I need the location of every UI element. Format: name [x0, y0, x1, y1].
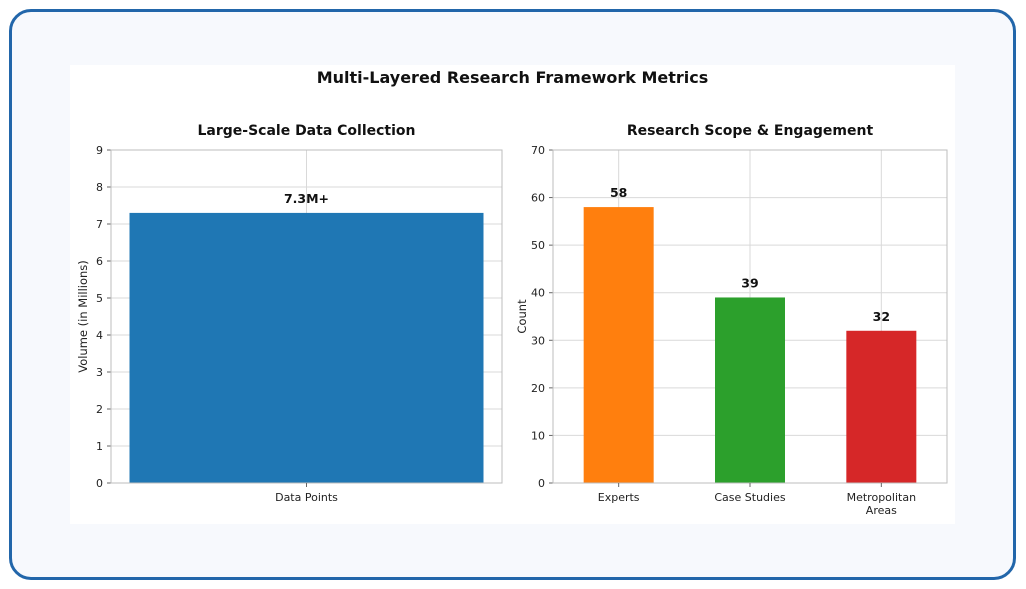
y-tick-label: 0: [538, 477, 545, 490]
y-tick-label: 8: [96, 181, 103, 194]
bar-data-points: [129, 212, 484, 483]
bar-metropolitan-areas: [846, 330, 917, 483]
chart-research-scope-engagement: Research Scope & Engagement 0 10 20 30 40 50 60…: [515, 123, 948, 517]
y-tick-label: 40: [531, 287, 545, 300]
x-tick-label-metropolitan-areas: Metropolitan Areas: [847, 491, 916, 517]
y-tick-label: 20: [531, 382, 545, 395]
y-tick-label: 70: [531, 144, 545, 157]
y-axis-label: Count: [515, 299, 529, 334]
y-tick-label: 5: [96, 292, 103, 305]
y-tick-label: 6: [96, 255, 103, 268]
data-label-experts: 58: [610, 185, 627, 200]
y-tick-label: 50: [531, 239, 545, 252]
bar-case-studies: [715, 297, 785, 483]
data-label-metropolitan-areas: 32: [873, 309, 890, 324]
chart-title: Research Scope & Engagement: [627, 123, 874, 139]
chart-large-scale-data-collection: Large-Scale Data Collection 0 1 2 3 4 5 6 7 8 9 7.3…: [76, 123, 503, 504]
y-tick-label: 4: [96, 329, 103, 342]
y-axis-label: Volume (in Millions): [76, 260, 90, 373]
y-tick-label: 30: [531, 334, 545, 347]
x-tick-label-experts: Experts: [598, 491, 640, 504]
y-tick-label: 60: [531, 192, 545, 205]
y-tick-label: 3: [96, 366, 103, 379]
bar-experts: [583, 207, 654, 484]
y-tick-label: 9: [96, 144, 103, 157]
x-tick-label-case-studies: Case Studies: [714, 491, 785, 504]
x-tick-label-data-points: Data Points: [275, 491, 338, 504]
y-tick-label: 2: [96, 403, 103, 416]
y-tick-label: 1: [96, 440, 103, 453]
y-tick-label: 7: [96, 218, 103, 231]
data-label-data-points: 7.3M+: [284, 191, 329, 206]
chart-title: Large-Scale Data Collection: [197, 123, 415, 139]
y-tick-label: 0: [96, 477, 103, 490]
figure-title: Multi-Layered Research Framework Metrics: [316, 68, 709, 87]
y-tick-label: 10: [531, 429, 545, 442]
data-label-case-studies: 39: [741, 275, 758, 290]
